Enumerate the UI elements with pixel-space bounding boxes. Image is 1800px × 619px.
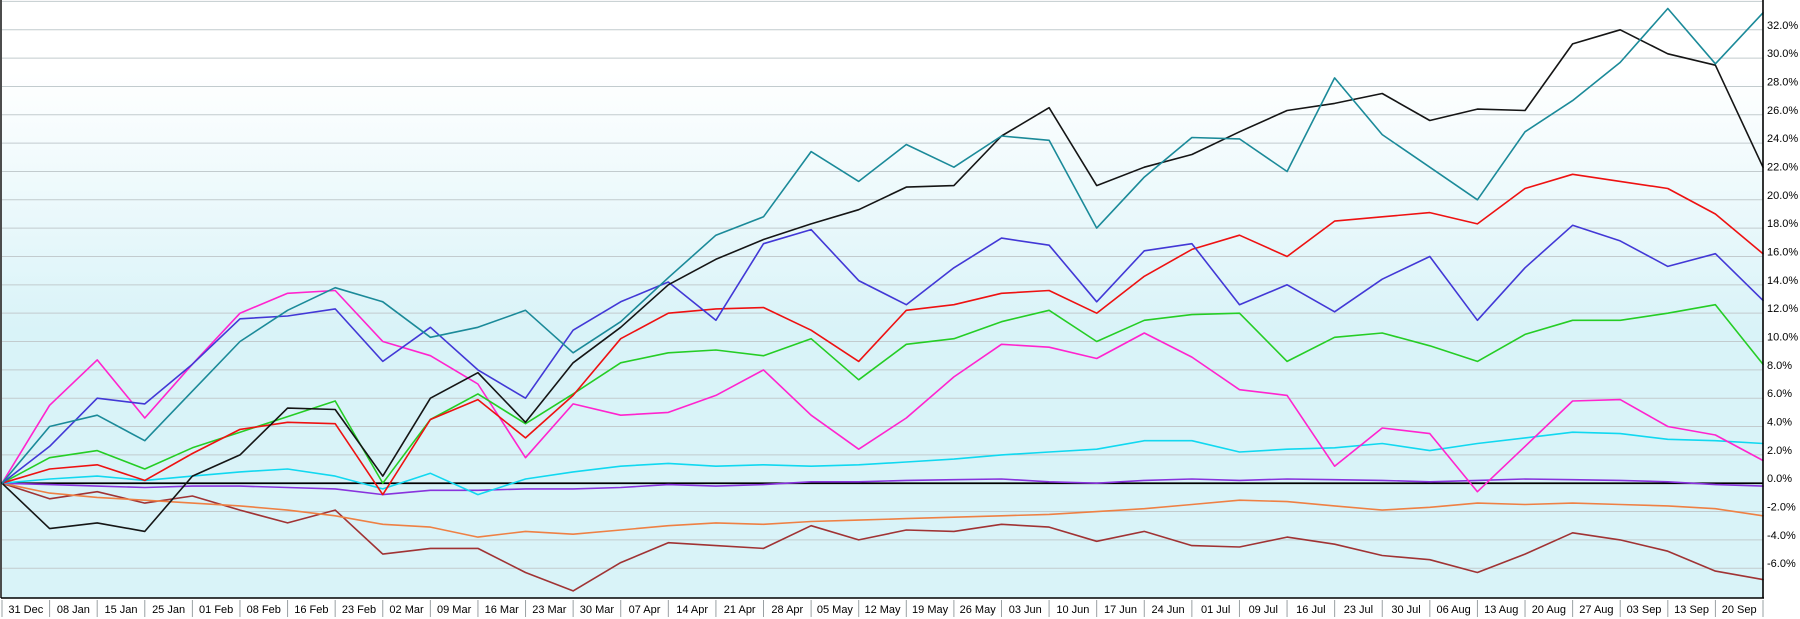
y-axis-label: 20.0% [1767, 190, 1798, 202]
x-axis-label: 08 Feb [247, 604, 281, 616]
y-axis-label: 14.0% [1767, 275, 1798, 287]
x-axis-label: 30 Jul [1391, 604, 1420, 616]
x-axis-label: 31 Dec [8, 604, 43, 616]
y-axis-label: 12.0% [1767, 303, 1798, 315]
y-axis-label: 28.0% [1767, 76, 1798, 88]
y-axis-label: 16.0% [1767, 246, 1798, 258]
x-axis-label: 28 Apr [771, 604, 803, 616]
y-axis-label: 6.0% [1767, 388, 1792, 400]
x-axis-label: 10 Jun [1056, 604, 1089, 616]
y-axis-label: 10.0% [1767, 332, 1798, 344]
series-line-indigo [1, 224, 1764, 485]
x-axis-label: 21 Apr [724, 604, 756, 616]
x-axis-label: 03 Jun [1009, 604, 1042, 616]
y-axis-label: 26.0% [1767, 105, 1798, 117]
series-line-maroon [1, 482, 1764, 592]
x-axis-label: 16 Jul [1296, 604, 1325, 616]
x-axis-label: 12 May [864, 604, 901, 616]
y-axis-label: 8.0% [1767, 360, 1792, 372]
series-line-magenta [1, 289, 1764, 493]
x-axis-label: 06 Aug [1437, 604, 1471, 616]
x-axis-label: 14 Apr [676, 604, 708, 616]
x-axis-label: 15 Jan [104, 604, 137, 616]
series-line-cyan [1, 431, 1764, 496]
x-axis-label: 03 Sep [1627, 604, 1662, 616]
y-axis-label: 30.0% [1767, 48, 1798, 60]
x-axis-label: 23 Mar [532, 604, 567, 616]
y-axis-label: -4.0% [1767, 530, 1796, 542]
x-axis-label: 01 Feb [199, 604, 233, 616]
x-axis-label: 20 Sep [1722, 604, 1757, 616]
series-line-orange [1, 482, 1764, 538]
x-axis-label: 16 Feb [294, 604, 328, 616]
x-axis-label: 24 Jun [1152, 604, 1185, 616]
y-axis-label: 18.0% [1767, 218, 1798, 230]
y-axis-label: 22.0% [1767, 161, 1798, 173]
y-axis-label: -6.0% [1767, 558, 1796, 570]
y-axis-label: 32.0% [1767, 20, 1798, 32]
y-axis-label: 24.0% [1767, 133, 1798, 145]
x-axis-label: 26 May [960, 604, 997, 616]
x-axis-label: 02 Mar [389, 604, 424, 616]
x-axis-label: 23 Jul [1344, 604, 1373, 616]
x-axis-label: 27 Aug [1579, 604, 1613, 616]
x-axis-label: 19 May [912, 604, 949, 616]
plot-background [2, 0, 1763, 598]
y-axis-label: 0.0% [1767, 473, 1792, 485]
series-line-red [1, 173, 1764, 496]
y-axis-label: -2.0% [1767, 502, 1796, 514]
x-axis-label: 30 Mar [580, 604, 615, 616]
series-line-green [1, 303, 1764, 485]
x-axis-label: 09 Jul [1249, 604, 1278, 616]
x-axis-label: 07 Apr [629, 604, 661, 616]
series-line-violet [1, 478, 1764, 496]
x-axis-label: 20 Aug [1532, 604, 1566, 616]
x-axis-label: 13 Sep [1674, 604, 1709, 616]
x-axis-label: 13 Aug [1484, 604, 1518, 616]
x-axis-label: 01 Jul [1201, 604, 1230, 616]
x-axis-label: 16 Mar [485, 604, 520, 616]
x-axis-label: 23 Feb [342, 604, 376, 616]
x-axis-label: 25 Jan [152, 604, 185, 616]
x-axis-label: 05 May [817, 604, 854, 616]
x-axis-label: 08 Jan [57, 604, 90, 616]
x-axis-label: 17 Jun [1104, 604, 1137, 616]
x-axis-label: 09 Mar [437, 604, 472, 616]
y-axis-label: 4.0% [1767, 417, 1792, 429]
series-line-black [1, 28, 1764, 533]
series-line-teal [1, 7, 1764, 485]
y-axis-label: 2.0% [1767, 445, 1792, 457]
